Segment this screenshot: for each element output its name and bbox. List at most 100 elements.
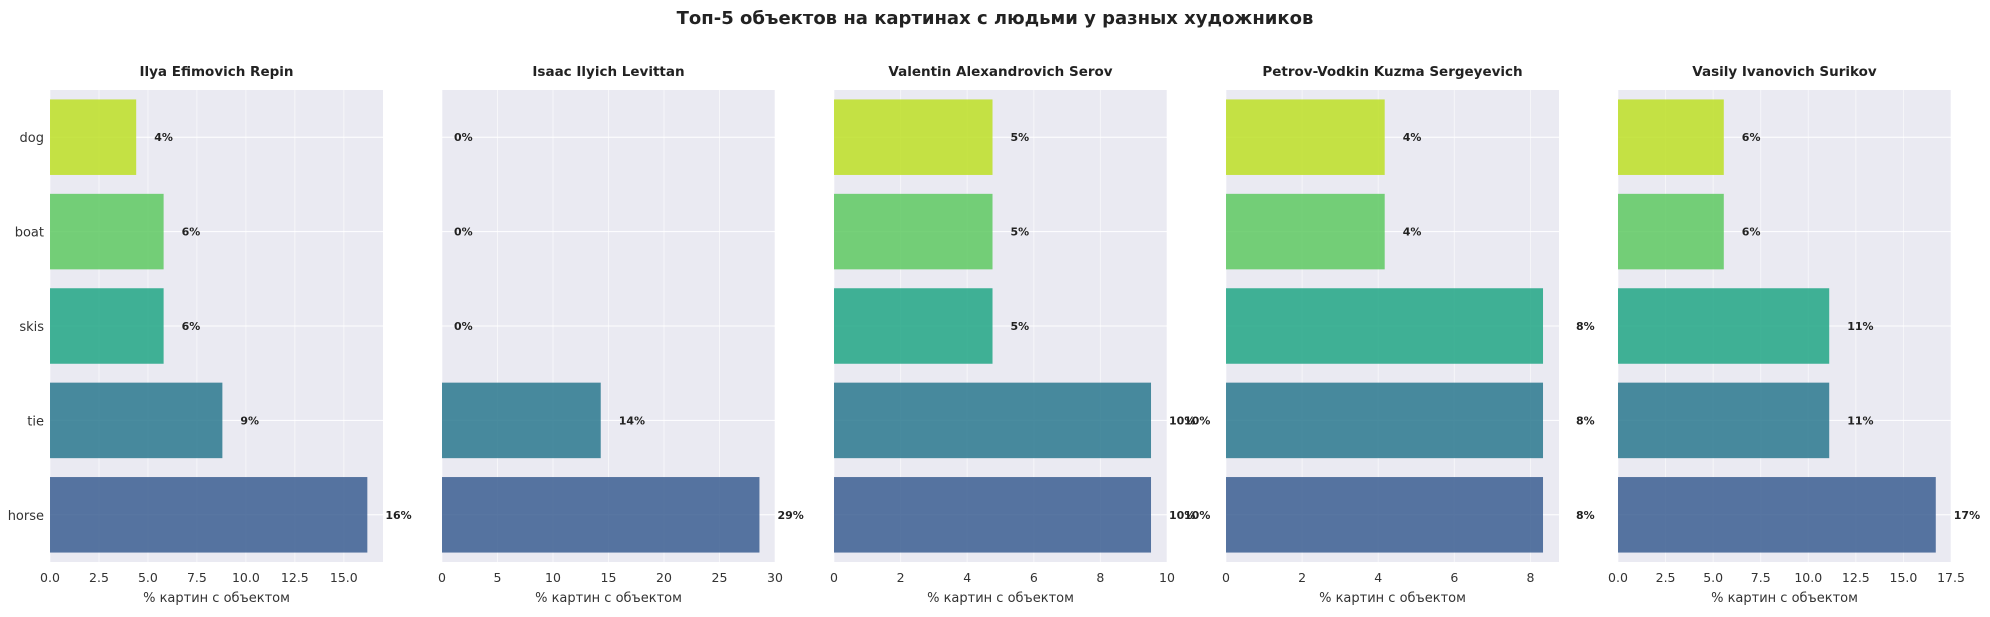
panel-title: Valentin Alexandrovich Serov (888, 64, 1112, 80)
bar-skis (1618, 288, 1830, 364)
panel-title: Petrov-Vodkin Kuzma Sergeyevich (1262, 64, 1522, 80)
value-label: 0% (454, 131, 473, 144)
x-tick-label: 4 (1374, 570, 1382, 585)
x-tick-label: 15.0 (1890, 570, 1918, 585)
x-axis-label: % картин с объектом (535, 591, 682, 606)
x-tick-label: 10.0 (1794, 570, 1822, 585)
y-tick-label: skis (19, 320, 44, 335)
x-tick-label: 2 (1298, 570, 1306, 585)
chart-panel: 4% 6% 6% 9% 16% dog boat skis tie horse 0.0 2.5 5.0 7… (8, 64, 412, 606)
panel-title: Vasily Ivanovich Surikov (1692, 64, 1877, 80)
chart-panel: 6% 6% 11% 11% 17% 0.0 2.5 5.0 7.5 10.0 12.5 15.0 17.… (1608, 64, 1980, 606)
bar-boat (834, 193, 993, 270)
x-tick-label: 30 (767, 570, 783, 585)
panel-title: Ilya Efimovich Repin (139, 64, 293, 80)
chart-title: Топ-5 объектов на картинах с людьми у ра… (677, 8, 1314, 29)
value-label: 5% (1011, 320, 1030, 333)
bar-horse (442, 477, 760, 553)
value-label: 14% (619, 414, 645, 427)
x-tick-label: 7.5 (187, 570, 207, 585)
value-label: 5% (1011, 226, 1030, 239)
bar-boat (50, 193, 164, 270)
y-tick-label: tie (27, 414, 44, 429)
x-tick-label: 0.0 (40, 570, 60, 585)
x-tick-label: 0 (830, 570, 838, 585)
x-tick-label: 8 (1526, 570, 1534, 585)
x-tick-label: 0 (1222, 570, 1230, 585)
value-label: 6% (1742, 226, 1761, 239)
x-tick-label: 0 (438, 570, 446, 585)
x-tick-label: 8 (1096, 570, 1104, 585)
x-tick-label: 6 (1030, 570, 1038, 585)
bar-dog (834, 99, 993, 175)
value-label: 0% (454, 320, 473, 333)
x-tick-label: 10 (1159, 570, 1175, 585)
x-axis-label: % картин с объектом (927, 591, 1074, 606)
value-label: 29% (777, 509, 803, 522)
bar-tie (1226, 382, 1544, 459)
x-tick-label: 10.0 (232, 570, 260, 585)
bar-horse (50, 477, 368, 553)
bar-tie (834, 382, 1152, 459)
x-tick-label: 12.5 (281, 570, 309, 585)
x-tick-label: 25 (712, 570, 728, 585)
x-tick-label: 0.0 (1608, 570, 1628, 585)
value-label: 17% (1954, 509, 1980, 522)
value-label: 16% (385, 509, 411, 522)
x-tick-label: 2 (897, 570, 905, 585)
value-label: 10% (1169, 509, 1195, 522)
spillover-value-label: 10% (1184, 509, 1210, 522)
bar-dog (1226, 99, 1385, 175)
value-label: 11% (1847, 320, 1873, 333)
bar-tie (1618, 382, 1830, 459)
x-tick-label: 5.0 (138, 570, 158, 585)
value-label: 6% (182, 226, 201, 239)
bar-skis (50, 288, 164, 364)
bar-boat (1226, 193, 1385, 270)
spillover-value-label: 10% (1184, 414, 1210, 427)
spillover-value-label: 8% (1576, 320, 1595, 333)
value-label: 6% (1742, 131, 1761, 144)
x-tick-label: 7.5 (1751, 570, 1771, 585)
bar-horse (1618, 477, 1936, 553)
value-label: 0% (454, 226, 473, 239)
x-tick-label: 10 (545, 570, 561, 585)
value-label: 5% (1011, 131, 1030, 144)
value-label: 6% (182, 320, 201, 333)
spillover-value-label: 8% (1576, 414, 1595, 427)
x-tick-label: 20 (656, 570, 672, 585)
value-label: 9% (240, 414, 259, 427)
bar-tie (442, 382, 601, 459)
value-label: 10% (1169, 414, 1195, 427)
value-label: 4% (154, 131, 173, 144)
x-axis-label: % картин с объектом (1319, 591, 1466, 606)
value-label: 11% (1847, 414, 1873, 427)
bar-dog (50, 99, 137, 175)
chart-panel: 5% 5% 5% 10% 10% 0 2 4 6 8 10 % картин с объектом Va… (830, 64, 1195, 606)
bar-boat (1618, 193, 1724, 270)
bar-tie (50, 382, 223, 459)
x-tick-label: 5 (494, 570, 502, 585)
x-tick-label: 6 (1450, 570, 1458, 585)
bar-horse (1226, 477, 1544, 553)
y-tick-label: boat (15, 226, 44, 241)
y-tick-label: horse (8, 509, 44, 524)
x-tick-label: 2.5 (1656, 570, 1676, 585)
x-tick-label: 4 (963, 570, 971, 585)
x-axis-label: % картин с объектом (1711, 591, 1858, 606)
value-label: 4% (1403, 131, 1422, 144)
y-tick-label: dog (20, 131, 44, 146)
x-tick-label: 5.0 (1703, 570, 1723, 585)
chart-panel: 4% 4% 0 2 4 6 8 % картин с объектом Petrov-Vodki… (1222, 64, 1559, 606)
chart-panel: 0% 0% 0% 14% 29% 0 5 10 15 20 25 30 % картин с объек… (438, 64, 804, 606)
x-tick-label: 15.0 (330, 570, 358, 585)
bar-skis (834, 288, 993, 364)
bar-skis (1226, 288, 1544, 364)
panel-title: Isaac Ilyich Levittan (532, 64, 684, 80)
x-tick-label: 2.5 (89, 570, 109, 585)
spillover-value-label: 8% (1576, 509, 1595, 522)
bar-horse (834, 477, 1152, 553)
chart-panels: 4% 6% 6% 9% 16% dog boat skis tie horse 0.0 2.5 5.0 7… (8, 64, 1980, 606)
